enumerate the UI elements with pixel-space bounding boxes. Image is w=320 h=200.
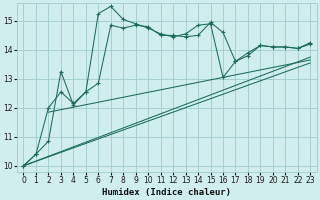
X-axis label: Humidex (Indice chaleur): Humidex (Indice chaleur) xyxy=(102,188,231,197)
